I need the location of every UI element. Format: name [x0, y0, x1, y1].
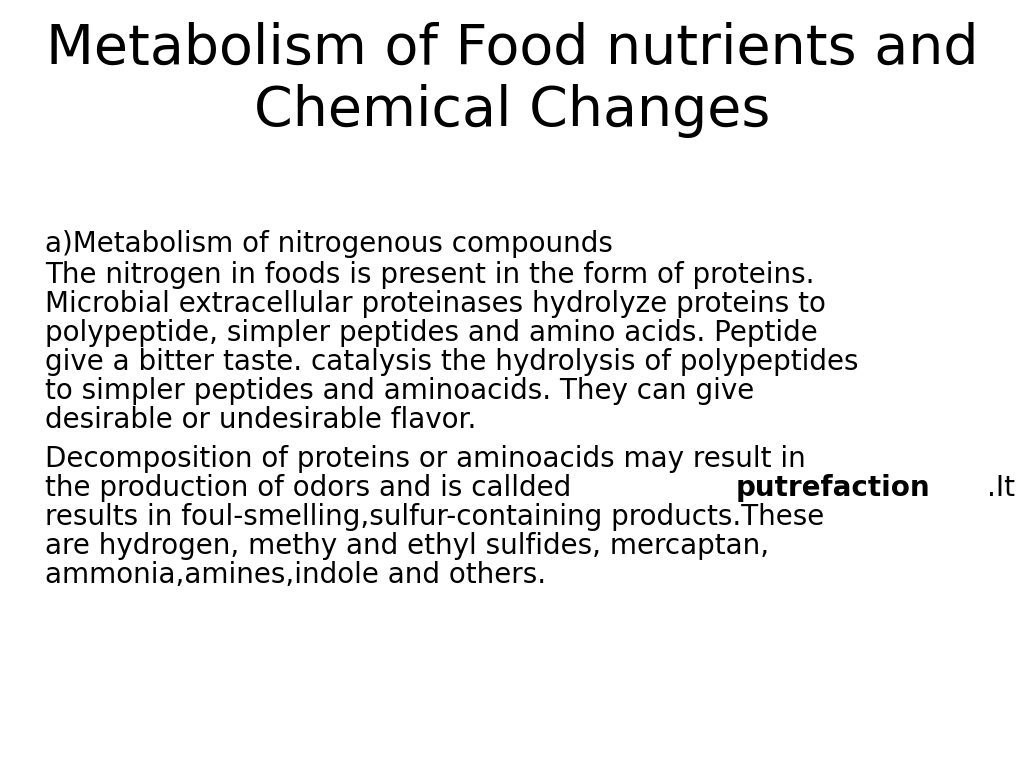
Text: ammonia,amines,indole and others.: ammonia,amines,indole and others.	[45, 561, 546, 589]
Text: Decomposition of proteins or aminoacids may result in: Decomposition of proteins or aminoacids …	[45, 445, 806, 473]
Text: polypeptide, simpler peptides and amino acids. Peptide: polypeptide, simpler peptides and amino …	[45, 319, 818, 347]
Text: putrefaction: putrefaction	[735, 474, 930, 502]
Text: the production of odors and is callded: the production of odors and is callded	[45, 474, 581, 502]
Text: .It: .It	[986, 474, 1015, 502]
Text: Metabolism of Food nutrients and
Chemical Changes: Metabolism of Food nutrients and Chemica…	[46, 22, 978, 138]
Text: The nitrogen in foods is present in the form of proteins.: The nitrogen in foods is present in the …	[45, 261, 814, 289]
Text: Microbial extracellular proteinases hydrolyze proteins to: Microbial extracellular proteinases hydr…	[45, 290, 826, 318]
Text: are hydrogen, methy and ethyl sulfides, mercaptan,: are hydrogen, methy and ethyl sulfides, …	[45, 532, 769, 560]
Text: a)Metabolism of nitrogenous compounds: a)Metabolism of nitrogenous compounds	[45, 230, 613, 258]
Text: results in foul-smelling,sulfur-containing products.These: results in foul-smelling,sulfur-containi…	[45, 503, 824, 531]
Text: desirable or undesirable flavor.: desirable or undesirable flavor.	[45, 406, 476, 434]
Text: give a bitter taste. catalysis the hydrolysis of polypeptides: give a bitter taste. catalysis the hydro…	[45, 348, 858, 376]
Text: to simpler peptides and aminoacids. They can give: to simpler peptides and aminoacids. They…	[45, 377, 755, 405]
